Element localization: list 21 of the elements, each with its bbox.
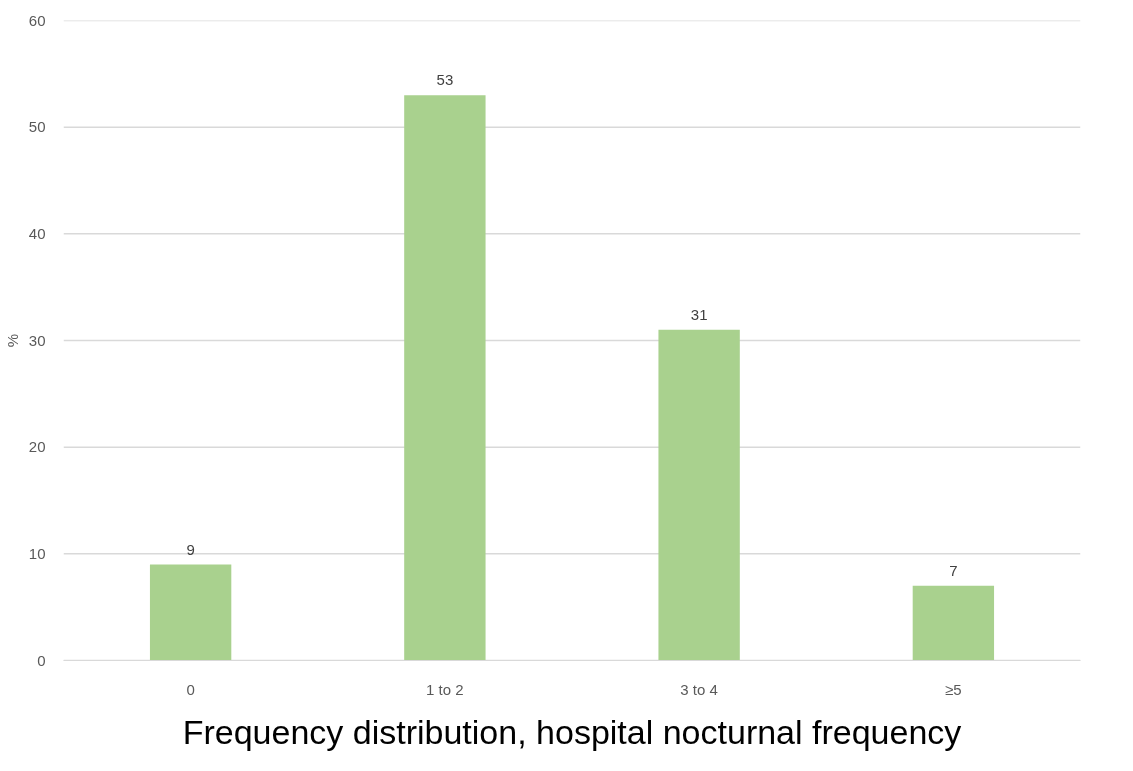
y-tick-label: 50	[28, 118, 46, 136]
y-axis-title: %	[3, 333, 21, 348]
bar	[658, 329, 740, 661]
y-tick-label: 20	[28, 438, 46, 456]
y-tick-label: 10	[28, 544, 46, 562]
data-label: 7	[949, 561, 958, 579]
x-tick-label: 1 to 2	[426, 680, 464, 698]
y-tick-label: 60	[28, 11, 46, 29]
y-tick-label: 40	[28, 224, 46, 242]
data-label: 31	[690, 305, 708, 323]
x-tick-label: ≥5	[945, 680, 962, 698]
y-tick-label: 30	[28, 331, 46, 349]
bar	[149, 564, 232, 661]
data-label: 53	[436, 71, 454, 89]
bar	[404, 95, 486, 661]
x-tick-label: 0	[186, 680, 195, 698]
text: Frequency distribution, hospital nocturnal frequency	[182, 712, 962, 751]
bar	[912, 585, 995, 661]
data-label: 9	[186, 540, 195, 558]
y-tick-label: 0	[37, 651, 46, 669]
x-tick-label: 3 to 4	[680, 680, 718, 698]
